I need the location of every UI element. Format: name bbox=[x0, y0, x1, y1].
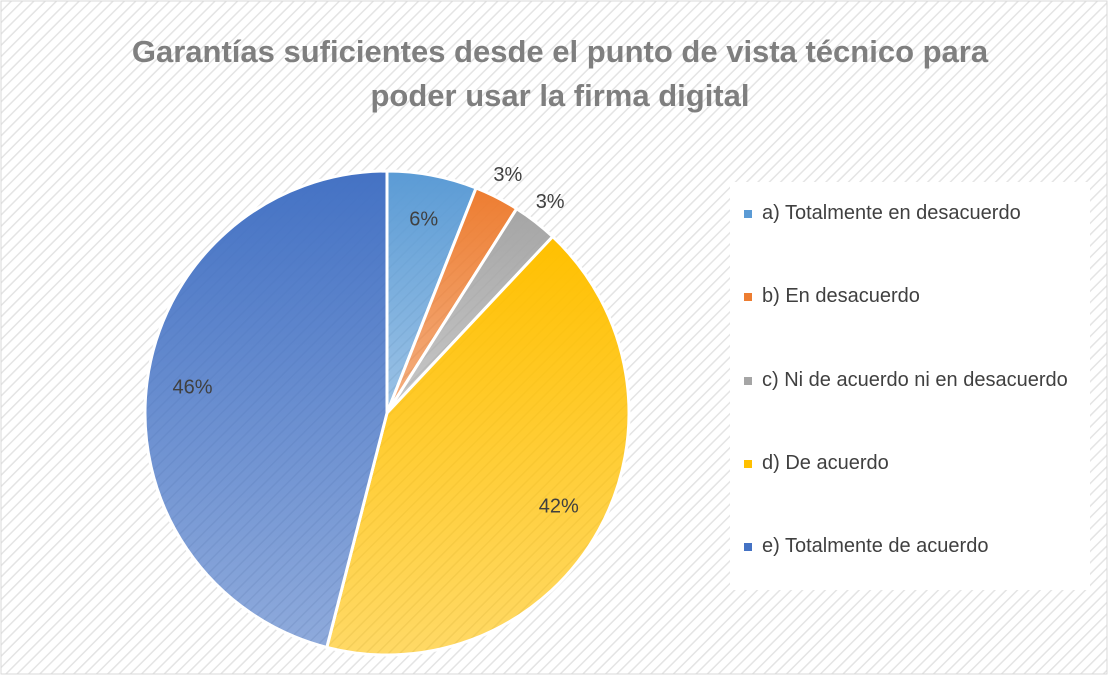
legend-item: a) Totalmente en desacuerdo bbox=[744, 198, 1079, 229]
legend-item: e) Totalmente de acuerdo bbox=[744, 531, 1079, 562]
legend-item: b) En desacuerdo bbox=[744, 281, 1079, 312]
legend: a) Totalmente en desacuerdo b) En desacue… bbox=[730, 182, 1090, 590]
legend-swatch bbox=[744, 210, 752, 218]
pie-slice bbox=[324, 234, 631, 657]
legend-label: a) Totalmente en desacuerdo bbox=[762, 202, 1021, 224]
legend-label: d) De acuerdo bbox=[762, 452, 889, 474]
legend-swatch bbox=[744, 543, 752, 551]
data-label: 3% bbox=[493, 164, 522, 186]
legend-label: e) Totalmente de acuerdo bbox=[762, 535, 989, 557]
data-label: 46% bbox=[173, 377, 213, 399]
legend-swatch bbox=[744, 460, 752, 468]
legend-swatch bbox=[744, 377, 752, 385]
pie-slice bbox=[143, 169, 389, 650]
data-label: 42% bbox=[539, 496, 579, 518]
data-label: 3% bbox=[536, 191, 565, 213]
legend-label: b) En desacuerdo bbox=[762, 285, 920, 307]
legend-item: c) Ni de acuerdo ni en desacuerdo bbox=[744, 365, 1079, 396]
chart-title: Garantías suficientes desde el punto de … bbox=[131, 34, 989, 113]
legend-label: c) Ni de acuerdo ni en desacuerdo bbox=[762, 369, 1068, 391]
data-label: 6% bbox=[409, 209, 438, 231]
legend-item: d) De acuerdo bbox=[744, 448, 1079, 479]
legend-swatch bbox=[744, 293, 752, 301]
